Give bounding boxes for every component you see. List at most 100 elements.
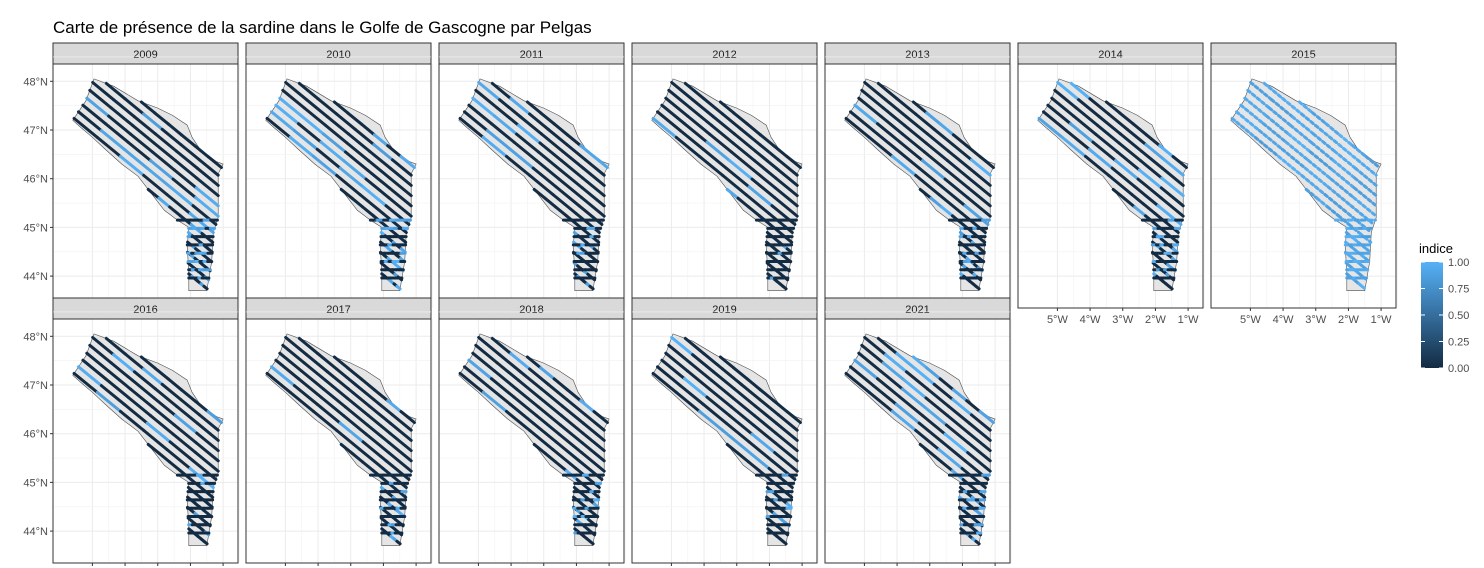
transect-line — [508, 147, 535, 170]
transect-line — [342, 414, 368, 436]
transect-line — [747, 185, 774, 208]
survey-area — [265, 333, 417, 547]
transect-line — [195, 176, 220, 198]
transect-line — [750, 177, 777, 200]
facet-panel-2019: 20195°W4°W3°W2°W1°W — [631, 297, 819, 566]
transect-line — [1262, 81, 1285, 101]
transect-line — [493, 114, 519, 136]
transect-line — [914, 112, 936, 131]
transect-line — [361, 205, 375, 218]
transect-line — [332, 100, 350, 115]
facet-panel-2012: 2012 — [631, 42, 819, 309]
transect-line — [153, 111, 170, 126]
transect-line — [142, 428, 169, 451]
transect-line — [1144, 133, 1162, 148]
transect-line — [785, 155, 802, 169]
transect-line — [174, 149, 199, 170]
transect-line — [554, 205, 568, 218]
transect-line — [781, 284, 788, 291]
transect-line — [346, 111, 363, 126]
transect-line — [753, 149, 778, 170]
transect-line — [914, 428, 941, 451]
transects — [844, 336, 995, 546]
transect-line — [702, 97, 725, 116]
transect-line — [505, 154, 532, 177]
transect-line — [1096, 123, 1121, 145]
transect-line — [1303, 166, 1330, 189]
transect-line — [1069, 81, 1092, 101]
transect-line — [708, 387, 733, 409]
transect-line — [474, 343, 499, 365]
transect-line — [752, 414, 778, 435]
transect-line — [903, 123, 928, 145]
survey-area — [72, 333, 224, 547]
facet-strip-label: 2016 — [133, 304, 157, 316]
transect-line — [1239, 103, 1265, 126]
transect-line — [388, 421, 413, 442]
survey-area — [844, 78, 996, 292]
transect-line — [365, 168, 391, 190]
transect-line — [940, 440, 967, 463]
transect-line — [860, 343, 885, 365]
transect-line — [509, 352, 532, 371]
transect-line — [353, 127, 376, 147]
transect-line — [592, 247, 600, 254]
transect-line — [1104, 100, 1122, 115]
transect-line — [924, 141, 949, 162]
transect-line — [945, 414, 971, 435]
transect-line — [698, 154, 725, 177]
transect-line — [312, 409, 339, 432]
transect-line — [366, 159, 392, 180]
transect-line — [1235, 110, 1261, 133]
transect-line — [772, 399, 789, 414]
transect-line — [712, 115, 736, 136]
transect-line — [844, 371, 871, 394]
transect-line — [667, 88, 692, 110]
legend-title: indice — [1419, 241, 1453, 256]
transect-line — [580, 451, 606, 473]
transect-line — [195, 421, 220, 442]
transect-line — [179, 388, 197, 403]
transect-line — [938, 122, 955, 137]
transect-line — [109, 106, 135, 127]
survey-area — [265, 78, 417, 292]
transect-line — [891, 154, 918, 177]
transect-line — [1084, 154, 1111, 177]
transect-line — [302, 361, 328, 382]
transect-line — [683, 336, 706, 356]
transect-line — [1056, 81, 1081, 102]
transect-line — [731, 141, 756, 162]
transect-line — [1246, 88, 1271, 110]
transect-line — [395, 539, 402, 546]
facet-strip-label: 2015 — [1291, 49, 1315, 61]
transect-line — [1352, 196, 1378, 218]
x-tick-label: 1°W — [1178, 314, 1200, 326]
transect-line — [543, 196, 558, 209]
transect-line — [725, 187, 740, 200]
facet-strip-label: 2010 — [326, 49, 350, 61]
y-tick-label: 45°N — [23, 222, 48, 234]
transect-line — [898, 140, 925, 163]
transect-line — [152, 141, 177, 162]
transect-line — [879, 369, 905, 391]
transect-line — [509, 97, 532, 116]
transect-line — [151, 405, 176, 427]
transect-line — [1326, 205, 1340, 218]
transect-line — [1107, 112, 1129, 131]
survey-area — [844, 333, 996, 547]
x-tick-label: 1°W — [1371, 314, 1393, 326]
transects — [72, 81, 223, 291]
transect-line — [558, 423, 584, 445]
transect-line — [104, 81, 127, 101]
transect-line — [399, 502, 407, 509]
transect-line — [724, 166, 751, 189]
transect-line — [498, 353, 522, 374]
transect-line — [660, 358, 686, 381]
transect-line — [194, 451, 220, 473]
transect-line — [1046, 103, 1072, 126]
transect-line — [1167, 284, 1174, 291]
transect-line — [774, 166, 799, 187]
y-tick-label: 46°N — [23, 174, 48, 186]
y-tick-label: 48°N — [23, 331, 48, 343]
transect-line — [387, 441, 413, 463]
